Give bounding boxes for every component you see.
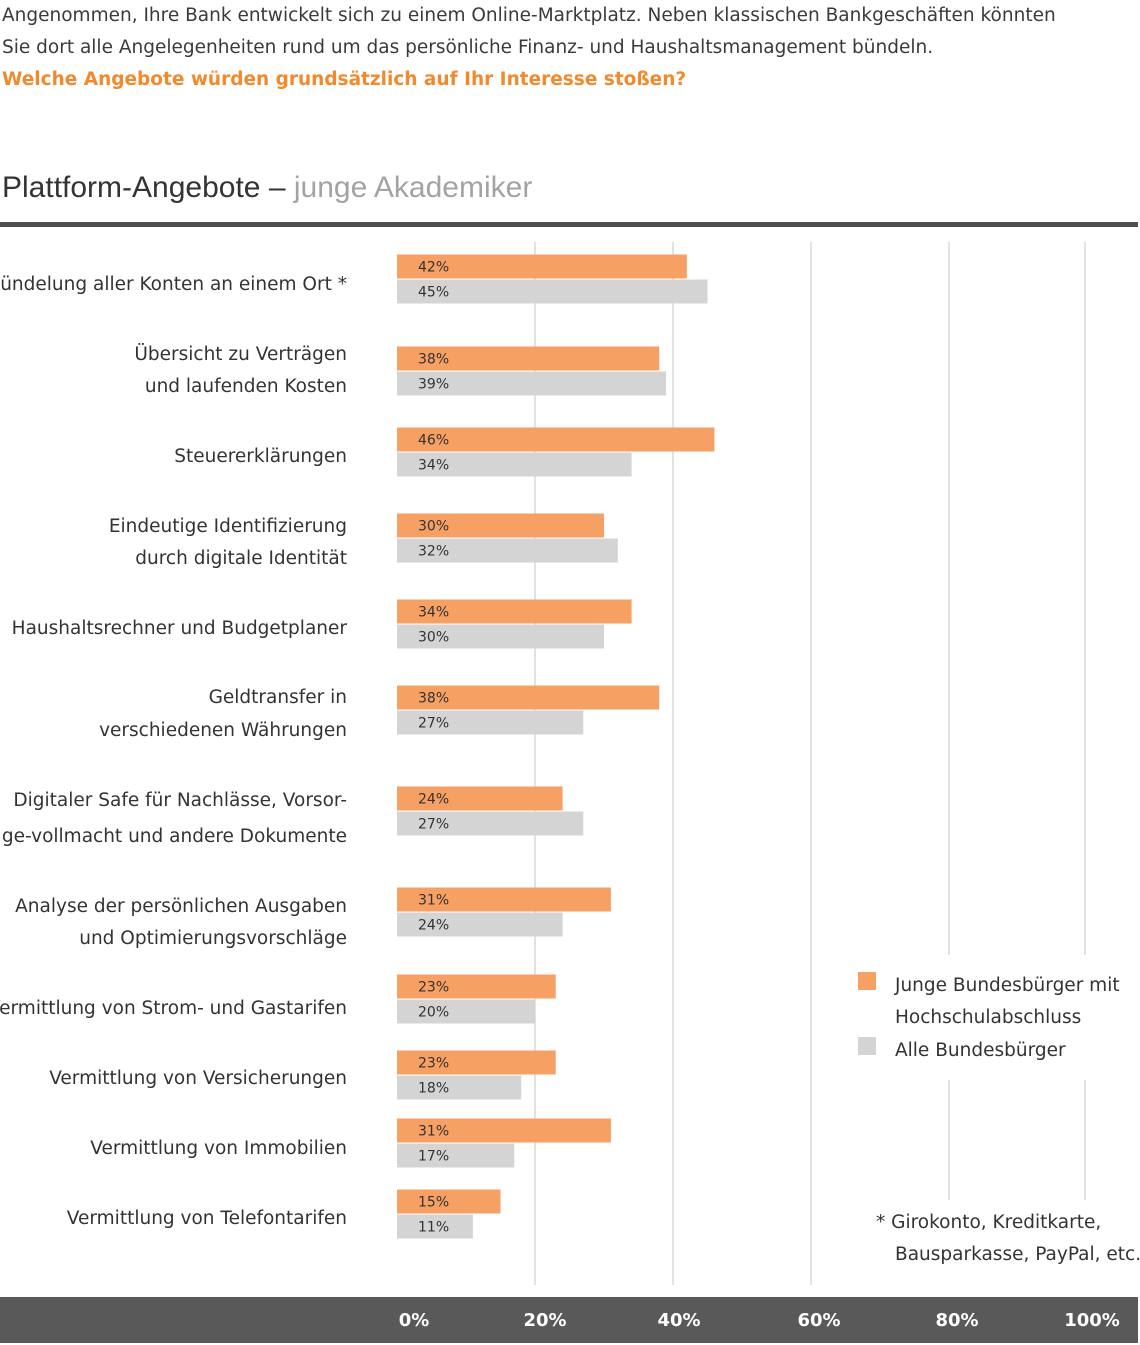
chart-title-main: Plattform-Angebote [2,171,261,204]
bar-value-label: 30% [418,630,449,646]
bar-value-label: 46% [418,433,449,449]
bar-value-label: 11% [418,1220,449,1236]
bar-value-label: 20% [418,1005,449,1021]
footnote-line-2: Bausparkasse, PayPal, etc. [895,1244,1140,1265]
category-label: Haushaltsrechner und Budgetplaner [12,618,348,639]
intro-line-1: Angenommen, Ihre Bank entwickelt sich zu… [2,5,1056,26]
chart-title-dash: – [260,171,294,204]
bar-all-citizens [397,1143,515,1168]
bar-academics [397,786,563,811]
bar-all-citizens [397,452,632,477]
category-label: Vermittlung von Strom- und Gastarifen [0,998,347,1019]
x-tick-label: 100% [1064,1310,1120,1331]
footnote-line-1: * Girokonto, Kreditkarte, [876,1212,1101,1233]
category-label: Steuererklärungen [174,446,347,467]
category-label: und Optimierungsvorschläge [79,928,347,949]
bar-value-label: 23% [418,980,449,996]
bar-all-citizens [397,624,604,649]
legend-label: Hochschulabschluss [895,1007,1081,1028]
legend-label: Alle Bundesbürger [895,1040,1066,1061]
bar-value-label: 31% [418,1124,449,1140]
bar-value-label: 30% [418,519,449,535]
category-label: Übersicht zu Verträgen [134,343,347,365]
bar-academics [397,974,556,999]
bar-academics [397,599,632,624]
category-label: Bündelung aller Konten an einem Ort * [0,274,347,295]
bar-all-citizens [397,710,584,735]
bar-all-citizens [397,811,584,836]
intro-line-2: Sie dort alle Angelegenheiten rund um da… [2,37,934,58]
bar-academics [397,254,687,279]
survey-question: Welche Angebote würden grundsätzlich auf… [2,69,687,90]
bar-value-label: 23% [418,1056,449,1072]
bar-academics [397,1050,556,1075]
category-label: Eindeutige Identifizierung [109,516,347,537]
category-label: ge-vollmacht und andere Dokumente [2,826,347,847]
bar-academics [397,346,660,371]
bar-academics [397,427,715,452]
x-tick-label: 40% [657,1310,700,1331]
bar-academics [397,685,660,710]
title-divider [0,222,1138,227]
bar-all-citizens [397,1075,522,1100]
bar-all-citizens [397,371,667,396]
bar-all-citizens [397,279,708,304]
bar-value-label: 31% [418,893,449,909]
intro-text: Angenommen, Ihre Bank entwickelt sich zu… [2,0,1132,96]
x-tick-label: 60% [797,1310,840,1331]
bar-all-citizens [397,999,535,1024]
bar-value-label: 24% [418,792,449,808]
bar-value-label: 34% [418,605,449,621]
category-label: durch digitale Identität [135,548,347,569]
category-label: Vermittlung von Immobilien [90,1138,347,1159]
legend-swatch-academics [858,972,876,990]
bar-academics [397,1189,501,1214]
bar-all-citizens [397,538,618,563]
x-axis-bar [0,1297,1138,1343]
category-label: Vermittlung von Versicherungen [49,1068,347,1089]
x-tick-label: 80% [935,1310,978,1331]
bar-value-label: 27% [418,716,449,732]
category-label: Geldtransfer in [209,687,347,708]
bar-value-label: 42% [418,260,449,276]
category-label: Digitaler Safe für Nachlässe, Vorsor- [13,790,347,811]
category-label: Analyse der persönlichen Ausgaben [15,896,347,917]
bar-academics [397,887,611,912]
bar-value-label: 39% [418,377,449,393]
legend-label: Junge Bundesbürger mit [894,975,1120,996]
bar-academics [397,513,604,538]
bar-value-label: 32% [418,544,449,560]
bar-value-label: 38% [418,691,449,707]
category-label: verschiedenen Währungen [99,720,347,741]
legend-swatch-all [858,1037,876,1055]
bar-value-label: 18% [418,1081,449,1097]
x-tick-label: 0% [399,1310,430,1331]
bar-academics [397,1118,611,1143]
bar-value-label: 45% [418,285,449,301]
bar-value-label: 27% [418,817,449,833]
bar-value-label: 15% [418,1195,449,1211]
chart-title-sub: junge Akademiker [293,171,533,204]
x-tick-label: 20% [523,1310,566,1331]
bar-value-label: 17% [418,1149,449,1165]
bar-all-citizens [397,1214,473,1239]
bar-value-label: 24% [418,918,449,934]
bar-value-label: 38% [418,352,449,368]
category-label: und laufenden Kosten [145,376,347,397]
chart-title: Plattform-Angebote – junge Akademiker [2,168,532,208]
bar-value-label: 34% [418,458,449,474]
bar-all-citizens [397,912,563,937]
category-label: Vermittlung von Telefontarifen [67,1208,347,1229]
